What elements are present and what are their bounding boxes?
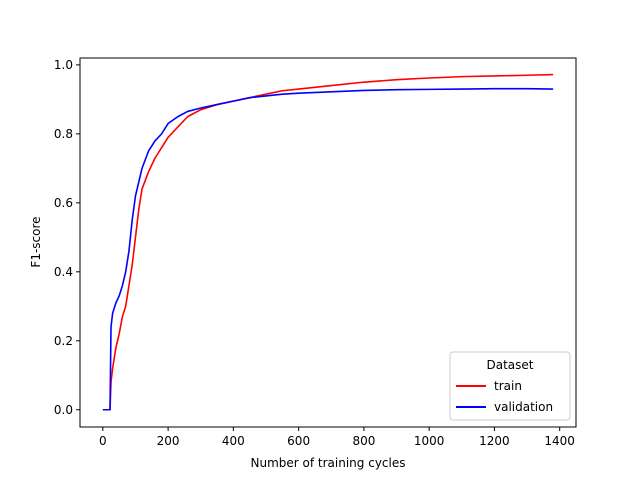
y-tick-label: 0.2 <box>54 334 73 348</box>
legend: Dataset train validation <box>449 351 571 421</box>
x-tick-label: 1200 <box>479 434 510 448</box>
y-tick-label: 1.0 <box>54 58 73 72</box>
x-tick-label: 200 <box>157 434 180 448</box>
y-tick-label: 0.0 <box>54 403 73 417</box>
y-tick-label: 0.8 <box>54 127 73 141</box>
series-line-validation <box>102 87 554 411</box>
y-tick-label: 0.6 <box>54 196 73 210</box>
y-tick-label: 0.4 <box>54 265 73 279</box>
x-tick-label: 800 <box>352 434 375 448</box>
legend-title: Dataset <box>487 358 534 372</box>
legend-label-validation: validation <box>494 400 553 414</box>
x-tick-label: 1400 <box>544 434 575 448</box>
plot-frame <box>79 57 577 428</box>
x-tick-label: 0 <box>99 434 107 448</box>
x-tick-label: 400 <box>222 434 245 448</box>
x-tick-label: 600 <box>287 434 310 448</box>
legend-box <box>449 351 571 421</box>
series-line-train <box>102 73 554 411</box>
axes-layer: 0 200 400 600 800 1000 1200 1400 0.0 0.2 0.4 0.6 0.8… <box>54 58 575 448</box>
legend-label-train: train <box>494 379 522 393</box>
x-axis-label: Number of training cycles <box>251 456 406 470</box>
series-layer <box>102 73 554 411</box>
y-axis-label: F1-score <box>29 216 43 267</box>
x-tick-label: 1000 <box>414 434 445 448</box>
